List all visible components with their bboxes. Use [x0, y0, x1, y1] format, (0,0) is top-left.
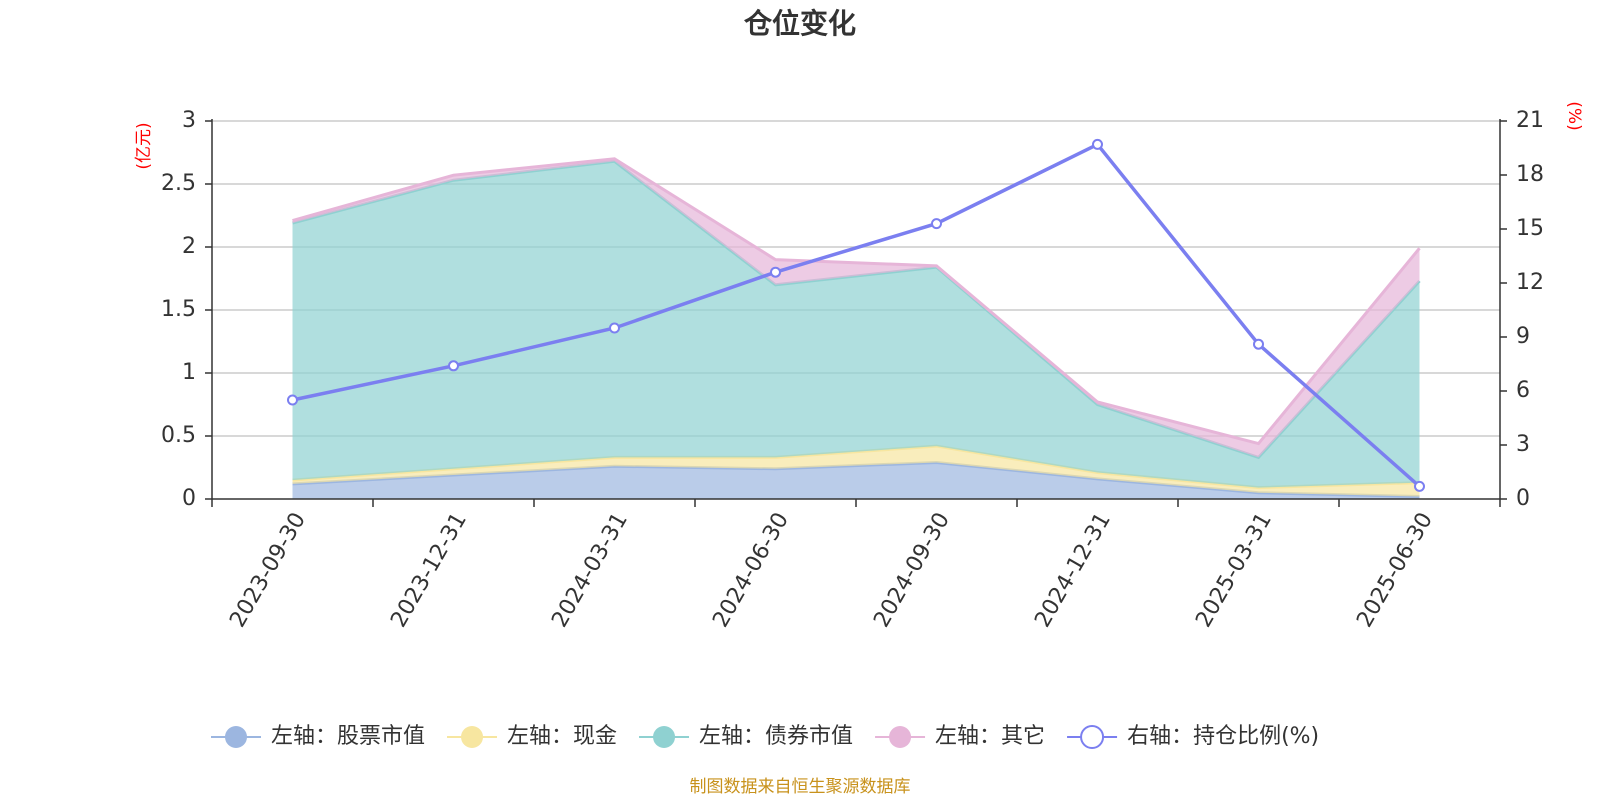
x-tick-label: 2024-09-30 [869, 509, 955, 632]
legend-label-1: 左轴：股票市值 [271, 724, 425, 749]
legend-label-5: 右轴：持仓比例(%) [1127, 724, 1319, 749]
legend-marker-2 [461, 726, 484, 748]
legend: 左轴：股票市值 左轴：现金 左轴：债券市值 左轴：其它 右轴：持仓比例(%) [211, 724, 1319, 749]
x-tick-label: 2025-03-31 [1191, 509, 1277, 632]
area-1 [292, 462, 1420, 499]
right-tick-label: 18 [1516, 162, 1544, 187]
ratio-point [448, 360, 459, 372]
left-axis-unit: (亿元) [134, 122, 154, 169]
ratio-point [770, 266, 781, 278]
source-note: 制图数据来自恒生聚源数据库 [690, 777, 911, 797]
x-tick-label: 2024-03-31 [547, 509, 633, 632]
legend-label-2: 左轴：现金 [507, 724, 617, 749]
left-tick-label: 3 [182, 108, 196, 133]
area-edge-3 [292, 159, 1421, 460]
legend-marker-5 [1080, 725, 1105, 749]
legend-marker-4 [889, 726, 912, 748]
right-tick-label: 3 [1516, 432, 1530, 457]
right-axis-unit: (%) [1564, 101, 1584, 130]
right-tick-label: 12 [1516, 270, 1544, 295]
ratio-point [1092, 138, 1103, 150]
right-tick-label: 6 [1516, 378, 1530, 403]
left-tick-label: 1.5 [161, 297, 196, 322]
right-tick-label: 0 [1516, 486, 1530, 511]
ratio-point [609, 322, 620, 334]
area-2 [292, 446, 1420, 497]
right-tick-label: 9 [1516, 324, 1530, 349]
left-tick-label: 0 [182, 486, 196, 511]
x-tick-label: 2024-12-31 [1030, 509, 1116, 632]
ratio-point [931, 218, 942, 230]
ratio-point [287, 394, 298, 406]
ratio-line [287, 138, 1425, 492]
left-tick-label: 2 [182, 234, 196, 259]
right-tick-label: 21 [1516, 108, 1544, 133]
left-tick-label: 2.5 [161, 171, 196, 196]
ratio-point [1414, 480, 1425, 492]
area-3 [292, 161, 1420, 488]
left-tick-label: 1 [182, 360, 196, 385]
area-edge-4 [292, 157, 1421, 446]
legend-label-3: 左轴：债券市值 [699, 724, 853, 749]
x-tick-label: 2023-12-31 [386, 509, 472, 632]
x-tick-label: 2024-06-30 [708, 509, 794, 632]
ratio-line-path [292, 142, 1421, 488]
legend-marker-3 [653, 726, 676, 748]
legend-label-4: 左轴：其它 [935, 724, 1045, 749]
right-tick-label: 15 [1516, 216, 1544, 241]
legend-marker-1 [225, 726, 247, 748]
x-tick-label: 2023-09-30 [225, 509, 311, 632]
ratio-point [1253, 338, 1264, 350]
stacked-areas [292, 157, 1421, 499]
left-tick-label: 0.5 [161, 423, 196, 448]
x-tick-label: 2025-06-30 [1352, 509, 1438, 632]
chart-title: 仓位变化 [744, 7, 856, 40]
